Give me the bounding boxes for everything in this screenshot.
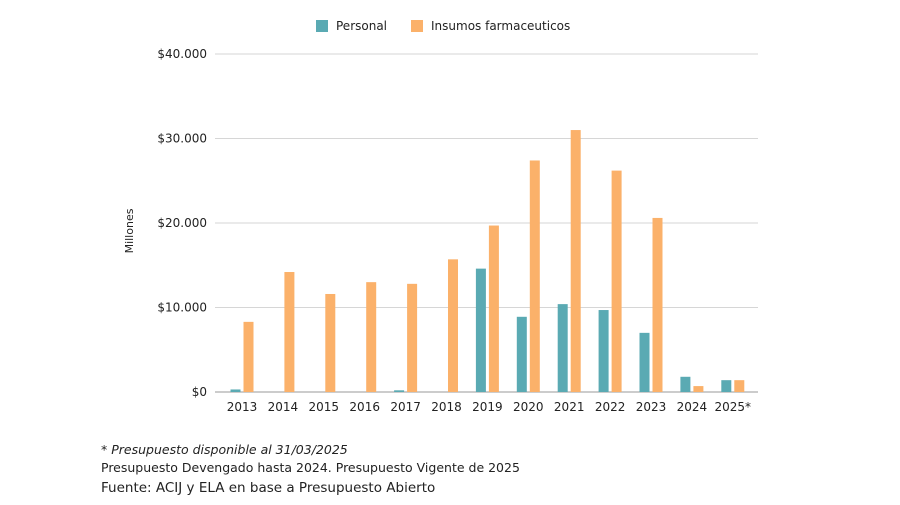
x-tick-label: 2024: [677, 400, 708, 414]
budget-note: Presupuesto Devengado hasta 2024. Presup…: [101, 460, 520, 475]
legend-swatch-personal: [316, 20, 328, 32]
y-axis-title: Millones: [123, 208, 136, 253]
bar-personal-2025: [721, 380, 732, 392]
bar-insumos-2016: [366, 282, 377, 392]
bar-insumos-2015: [325, 293, 336, 392]
x-tick-label: 2019: [472, 400, 503, 414]
x-tick-label: 2015: [309, 400, 340, 414]
bar-insumos-2019: [488, 225, 499, 392]
bar-personal-2017: [394, 390, 405, 392]
bar-insumos-2013: [243, 321, 254, 392]
bar-personal-2013: [230, 389, 241, 392]
y-tick-label: $10.000: [157, 301, 207, 315]
x-tick-label: 2023: [636, 400, 667, 414]
y-tick-label: $40.000: [157, 47, 207, 61]
y-tick-label: $20.000: [157, 216, 207, 230]
bar-insumos-2014: [284, 272, 295, 392]
bar-insumos-2017: [407, 283, 418, 392]
bar-insumos-2021: [570, 130, 581, 393]
x-tick-label: 2013: [227, 400, 258, 414]
x-tick-label: 2025*: [715, 400, 752, 414]
legend-label-insumos: Insumos farmaceuticos: [431, 19, 570, 33]
legend-label-personal: Personal: [336, 19, 387, 33]
bar-personal-2022: [598, 310, 609, 392]
x-tick-label: 2017: [390, 400, 421, 414]
chart-notes: * Presupuesto disponible al 31/03/2025 P…: [101, 441, 861, 499]
bar-personal-2023: [639, 332, 650, 392]
legend-swatch-insumos: [411, 20, 423, 32]
bar-insumos-2018: [448, 259, 458, 392]
bar-insumos-2022: [611, 170, 622, 392]
x-tick-label: 2016: [349, 400, 380, 414]
bar-personal-2024: [680, 376, 691, 392]
x-tick-label: 2022: [595, 400, 626, 414]
bar-insumos-2023: [652, 217, 663, 392]
footnote: * Presupuesto disponible al 31/03/2025: [101, 442, 348, 457]
y-tick-label: $30.000: [157, 132, 207, 146]
x-tick-label: 2020: [513, 400, 544, 414]
bar-personal-2021: [557, 304, 568, 392]
x-tick-label: 2021: [554, 400, 585, 414]
bar-insumos-2024: [693, 386, 704, 392]
x-tick-label: 2014: [268, 400, 299, 414]
bar-insumos-2020: [529, 160, 540, 392]
x-tick-label: 2018: [431, 400, 462, 414]
source-note: Fuente: ACIJ y ELA en base a Presupuesto…: [101, 480, 436, 496]
bar-personal-2019: [475, 268, 486, 392]
y-tick-label: $0: [192, 385, 207, 399]
bar-personal-2020: [516, 316, 527, 392]
bar-insumos-2025: [734, 380, 745, 392]
